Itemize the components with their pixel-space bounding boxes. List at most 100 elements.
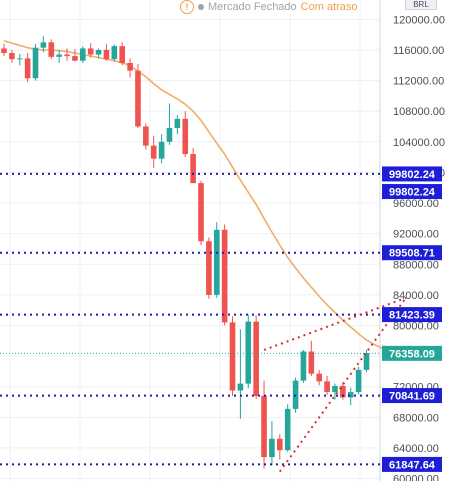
candle-body	[190, 154, 196, 184]
candle[interactable]	[9, 49, 15, 63]
candle[interactable]	[143, 123, 149, 150]
candle[interactable]	[174, 115, 181, 135]
candle[interactable]	[253, 315, 259, 399]
level-label-text: 99802.24	[389, 169, 436, 181]
status-bar: ! Mercado Fechado Com atraso	[178, 0, 360, 14]
y-tick-label: 112000.00	[393, 76, 444, 88]
candle[interactable]	[80, 46, 86, 63]
candle[interactable]	[24, 53, 31, 83]
candle-body	[32, 47, 39, 79]
candle[interactable]	[127, 58, 133, 78]
candle[interactable]	[316, 369, 322, 386]
candle[interactable]	[324, 375, 330, 396]
level-label-text: 99802.24	[389, 187, 436, 199]
candle-body	[221, 229, 228, 323]
grid	[0, 0, 380, 481]
candle[interactable]	[300, 349, 307, 383]
candle-body	[355, 369, 362, 393]
triangle-drawing-layer[interactable]	[263, 296, 407, 473]
candle-body	[324, 381, 330, 393]
candle-body	[347, 392, 354, 398]
candle-body	[158, 141, 165, 159]
candle-body	[363, 353, 370, 370]
candle[interactable]	[72, 49, 78, 62]
candle[interactable]	[198, 180, 204, 246]
candle[interactable]	[87, 43, 94, 58]
candle-body	[166, 128, 173, 142]
candle-body	[277, 438, 283, 451]
candle-body	[213, 229, 220, 295]
price-axis-labels: 99802.24 99802.24 89508.71 81423.39 70841.69…	[382, 166, 442, 472]
candle[interactable]	[269, 421, 275, 466]
status-dot-icon	[198, 4, 204, 10]
candle[interactable]	[340, 382, 346, 400]
level-label-box	[382, 166, 442, 182]
candle-body	[40, 42, 47, 48]
candle[interactable]	[135, 63, 141, 129]
candle[interactable]	[190, 147, 196, 184]
level-label-box	[382, 307, 442, 323]
candle-body	[245, 321, 252, 384]
candle[interactable]	[32, 43, 39, 81]
candle[interactable]	[150, 135, 157, 168]
candle-body	[229, 322, 236, 391]
y-tick-label: 120000.00	[393, 14, 445, 26]
candle[interactable]	[48, 39, 55, 60]
y-tick-label: 116000.00	[393, 45, 444, 57]
candle[interactable]	[213, 222, 220, 298]
candle-body	[16, 58, 23, 60]
candle[interactable]	[56, 49, 62, 63]
candle[interactable]	[182, 111, 189, 158]
candle[interactable]	[64, 48, 70, 61]
candle[interactable]	[221, 224, 228, 326]
candle[interactable]	[237, 329, 244, 419]
candle[interactable]	[347, 387, 354, 406]
candle-body	[111, 46, 118, 60]
candle[interactable]	[229, 316, 236, 396]
candle[interactable]	[95, 48, 102, 59]
candle[interactable]	[16, 53, 23, 66]
candle[interactable]	[284, 404, 291, 452]
candle-body	[332, 385, 338, 393]
candle-body	[48, 42, 55, 57]
candle[interactable]	[261, 380, 267, 469]
y-tick-label: 96000.00	[393, 198, 439, 210]
candle[interactable]	[1, 43, 7, 57]
candle[interactable]	[277, 434, 283, 460]
candle-body	[9, 53, 15, 60]
candle[interactable]	[166, 103, 173, 145]
candle[interactable]	[40, 36, 47, 53]
level-label: 99802.24	[382, 184, 442, 200]
candle-body	[150, 145, 157, 159]
delay-status[interactable]: Com atraso	[300, 1, 358, 13]
y-tick-label: 88000.00	[393, 259, 439, 271]
candle[interactable]	[332, 383, 338, 400]
candles-layer[interactable]	[1, 36, 370, 469]
y-tick-label: 64000.00	[393, 443, 439, 455]
level-label-box	[382, 184, 442, 200]
candle[interactable]	[119, 42, 125, 66]
candle-body	[284, 408, 291, 451]
candle[interactable]	[308, 340, 315, 376]
trendline-upper[interactable]	[263, 296, 407, 351]
candle[interactable]	[245, 314, 252, 389]
candle-body	[80, 48, 86, 61]
candle[interactable]	[206, 237, 212, 299]
candle-body	[95, 49, 102, 55]
currency-badge[interactable]: BRL	[405, 0, 437, 10]
level-label-text: 81423.39	[389, 310, 435, 322]
candle[interactable]	[355, 366, 362, 395]
candle[interactable]	[103, 43, 110, 61]
candle[interactable]	[158, 134, 165, 164]
level-lines-layer[interactable]	[0, 172, 380, 466]
candle[interactable]	[111, 44, 118, 62]
level-label: 99802.24	[382, 166, 442, 182]
level-label-text: 61847.64	[389, 459, 436, 471]
level-label: 61847.64	[382, 456, 442, 472]
y-tick-label: 104000.00	[393, 137, 445, 149]
candle-body	[56, 54, 62, 57]
alert-icon[interactable]: !	[180, 0, 194, 14]
candle-body	[127, 62, 133, 71]
level-label-text: 89508.71	[389, 248, 435, 260]
